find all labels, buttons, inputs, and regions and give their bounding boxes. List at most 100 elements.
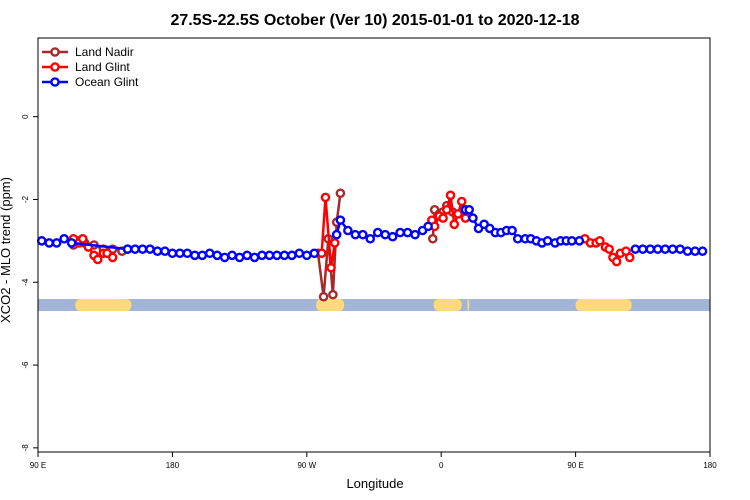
- data-point-ocean-glint-1-10: [402, 227, 413, 238]
- y-axis-title: XCO2 - MLO trend (ppm): [0, 177, 13, 323]
- y-tick-label-0: 0: [21, 114, 30, 119]
- data-point-land-glint-3-7: [611, 256, 622, 267]
- data-point-ocean-glint-0-8: [137, 244, 148, 254]
- data-point-ocean-glint-0-30: [301, 250, 312, 261]
- data-point-ocean-glint-0-25: [264, 250, 275, 261]
- x-axis-ticks: 90 E 180 90 W 0 90 E 180: [30, 452, 717, 470]
- data-point-ocean-glint-0-11: [160, 246, 170, 257]
- data-point-ocean-glint-0-10: [152, 246, 163, 257]
- y-tick-label-1: -2: [21, 195, 30, 203]
- data-point-ocean-glint-1-5: [365, 233, 376, 244]
- x-tick-label-2: 90 W: [297, 461, 316, 470]
- data-point-land-glint-2-4: [441, 205, 452, 215]
- plot-frame: [37, 37, 711, 453]
- data-point-land-glint-1-1: [320, 192, 331, 203]
- data-point-ocean-glint-1-9: [395, 227, 405, 238]
- data-point-ocean-glint-3-3: [652, 244, 663, 254]
- data-point-land-glint-1-3: [329, 238, 340, 248]
- data-point-land-glint-1-2: [326, 262, 336, 273]
- data-point-ocean-glint-0-7: [130, 244, 140, 254]
- y-axis-ticks: 0 -2 -4 -6 -8: [21, 114, 38, 451]
- data-point-ocean-glint-0-1: [44, 238, 55, 248]
- data-point-land-nadir-2-0: [427, 233, 438, 244]
- data-point-land-glint-0-5: [92, 254, 103, 265]
- data-point-ocean-glint-1-3: [350, 229, 361, 240]
- data-point-ocean-glint-1-2: [343, 225, 353, 236]
- data-point-land-glint-2-9: [460, 213, 471, 223]
- data-point-ocean-glint-0-12: [167, 248, 178, 259]
- data-point-land-glint-3-3: [595, 236, 605, 246]
- data-point-ocean-glint-1-13: [423, 221, 433, 232]
- data-point-ocean-glint-3-6: [675, 244, 685, 254]
- data-point-ocean-glint-1-8: [387, 231, 398, 242]
- data-point-land-glint-0-8: [107, 252, 118, 263]
- plot-area: [36, 37, 711, 453]
- data-point-ocean-glint-3-9: [697, 246, 708, 257]
- data-point-ocean-glint-0-4: [66, 238, 77, 248]
- series-line-land-glint-1: [320, 197, 337, 268]
- data-point-ocean-glint-0-21: [234, 252, 245, 263]
- data-point-land-glint-2-5: [445, 190, 456, 201]
- series-land-glint: [68, 190, 635, 273]
- ocean-band: [38, 299, 710, 312]
- data-point-land-glint-2-7: [453, 209, 463, 219]
- data-point-land-glint-3-10: [624, 252, 635, 263]
- data-point-ocean-glint-3-4: [660, 244, 671, 254]
- data-point-ocean-glint-0-26: [272, 250, 282, 261]
- data-point-land-glint-2-8: [456, 196, 467, 207]
- data-point-ocean-glint-0-6: [122, 244, 133, 254]
- data-point-ocean-glint-0-13: [175, 248, 185, 259]
- land-band-2: [433, 299, 462, 312]
- data-point-ocean-glint-2-20: [574, 236, 585, 246]
- data-point-ocean-glint-2-1: [464, 205, 475, 215]
- data-point-ocean-glint-1-1: [335, 215, 346, 225]
- data-point-ocean-glint-3-5: [667, 244, 678, 254]
- data-point-ocean-glint-0-2: [51, 238, 62, 248]
- data-point-ocean-glint-3-1: [638, 244, 648, 254]
- data-point-ocean-glint-3-2: [645, 244, 656, 254]
- data-point-ocean-glint-2-9: [507, 225, 517, 236]
- data-point-ocean-glint-0-24: [257, 250, 267, 261]
- x-tick-label-5: 180: [703, 461, 717, 470]
- y-tick-label-3: -6: [21, 361, 30, 369]
- data-point-ocean-glint-0-19: [219, 252, 230, 263]
- data-point-land-glint-3-5: [604, 244, 615, 254]
- data-point-ocean-glint-0-27: [279, 250, 290, 261]
- data-point-land-glint-0-2: [78, 233, 88, 244]
- data-point-ocean-glint-1-0: [331, 229, 342, 240]
- x-tick-label-1: 180: [166, 461, 180, 470]
- data-point-ocean-glint-0-17: [204, 248, 215, 259]
- data-point-ocean-glint-0-18: [212, 250, 222, 261]
- y-tick-label-2: -4: [21, 278, 30, 286]
- data-point-ocean-glint-0-9: [145, 244, 155, 254]
- land-band-0: [75, 299, 132, 312]
- x-tick-label-4: 90 E: [567, 461, 583, 470]
- data-point-land-nadir-1-3: [328, 289, 338, 300]
- series-ocean-glint: [36, 205, 708, 263]
- data-point-ocean-glint-0-31: [309, 248, 320, 259]
- legend-marker-ocean-glint: [50, 77, 60, 87]
- data-point-ocean-glint-0-14: [182, 248, 193, 259]
- data-point-ocean-glint-2-10: [512, 233, 523, 244]
- chart-title: 27.5S-22.5S October (Ver 10) 2015-01-01 …: [170, 12, 579, 29]
- data-point-land-glint-2-6: [449, 219, 460, 230]
- data-point-ocean-glint-0-16: [197, 250, 208, 261]
- data-point-ocean-glint-2-2: [468, 213, 478, 223]
- data-point-ocean-glint-0-22: [242, 250, 252, 261]
- data-point-ocean-glint-1-7: [380, 229, 391, 240]
- data-point-ocean-glint-1-11: [410, 229, 420, 240]
- data-point-ocean-glint-3-7: [682, 246, 693, 257]
- x-tick-label-0: 90 E: [30, 461, 46, 470]
- data-point-ocean-glint-0-23: [249, 252, 260, 263]
- data-point-ocean-glint-0-29: [294, 248, 305, 259]
- land-band-3: [467, 299, 470, 312]
- legend-marker-land-glint: [50, 62, 60, 72]
- data-point-ocean-glint-0-28: [287, 250, 297, 261]
- legend-label-land-glint: Land Glint: [75, 60, 130, 74]
- data-point-ocean-glint-0-15: [189, 250, 200, 261]
- x-tick-label-3: 0: [439, 461, 444, 470]
- data-point-ocean-glint-2-19: [567, 236, 577, 246]
- data-point-ocean-glint-3-8: [690, 246, 700, 257]
- data-point-land-glint-1-0: [316, 248, 327, 259]
- legend-label-land-nadir: Land Nadir: [75, 45, 134, 59]
